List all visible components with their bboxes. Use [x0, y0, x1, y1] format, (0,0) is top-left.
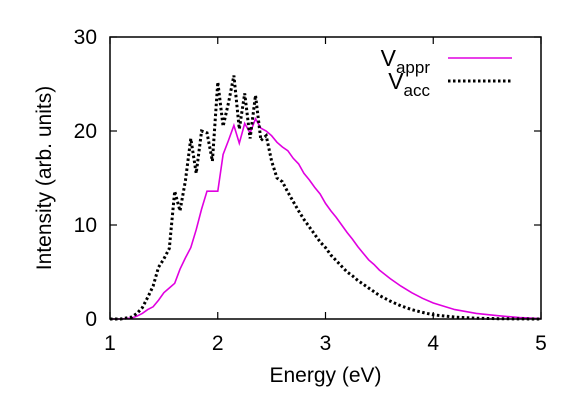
axis-ticks — [109, 36, 542, 320]
x-tick-labels: 1 2 3 4 5 — [104, 332, 547, 355]
x-tick-label: 2 — [212, 332, 224, 355]
series-line-acc — [110, 75, 542, 321]
x-axis-label: Energy (eV) — [269, 364, 381, 387]
y-axis-label: Intensity (arb. units) — [33, 86, 56, 270]
series-line-appr — [110, 116, 542, 320]
x-tick-label: 5 — [535, 332, 547, 355]
x-tick-label: 4 — [427, 332, 439, 355]
y-tick-label: 20 — [74, 120, 97, 143]
y-tick-label: 0 — [85, 308, 97, 331]
y-tick-labels: 0 10 20 30 — [74, 26, 97, 331]
y-tick-label: 10 — [74, 214, 97, 237]
legend-label-acc: Vacc — [388, 68, 430, 100]
legend-label-appr: Vappr — [381, 45, 431, 77]
plot-lines — [110, 75, 542, 321]
x-tick-label: 3 — [320, 332, 332, 355]
y-tick-label: 30 — [74, 26, 97, 49]
plot-frame — [109, 36, 542, 320]
x-tick-label: 1 — [104, 332, 116, 355]
